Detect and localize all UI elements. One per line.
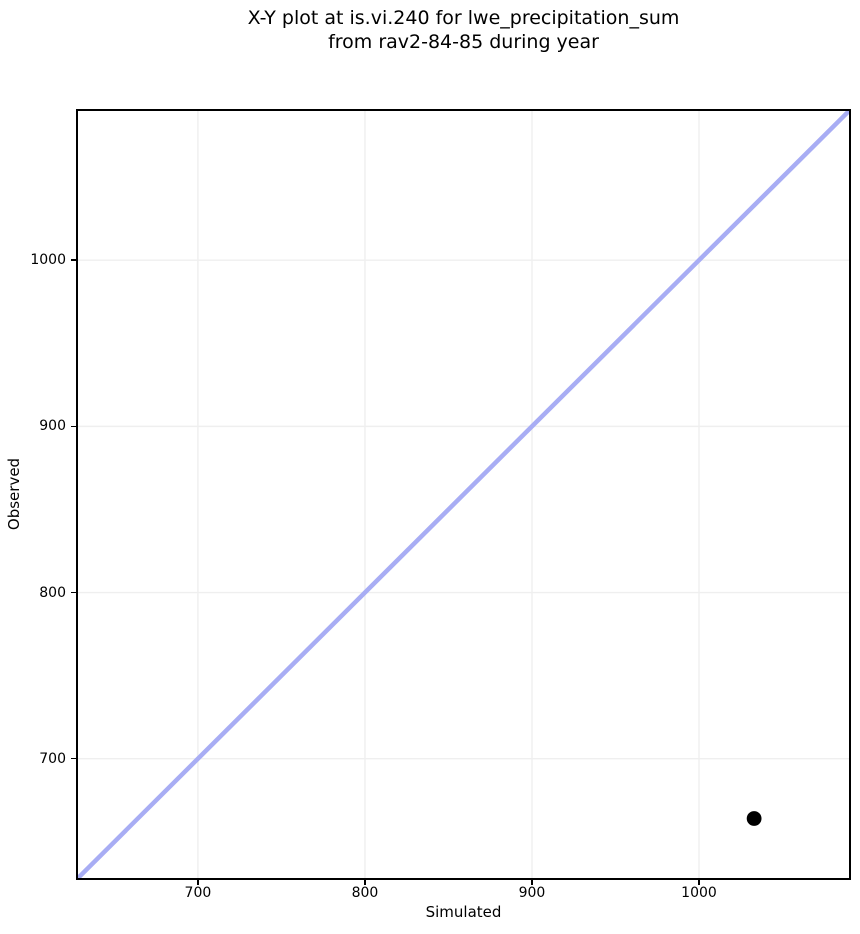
y-tick-label-800: 800 [39, 584, 66, 601]
x-tick-mark-1000 [698, 880, 700, 885]
y-tick-mark-900 [71, 425, 76, 428]
chart-title: X-Y plot at is.vi.240 for lwe_precipitat… [76, 6, 851, 54]
chart-title-line1: X-Y plot at is.vi.240 for lwe_precipitat… [247, 7, 680, 29]
y-tick-label-700: 700 [39, 750, 66, 767]
plot-canvas [76, 109, 851, 880]
x-axis-label: Simulated [425, 903, 502, 921]
y-tick-label-1000: 1000 [30, 252, 66, 269]
x-tick-mark-900 [531, 880, 533, 885]
data-point-0 [746, 811, 762, 826]
y-tick-mark-1000 [71, 259, 76, 261]
identity-line [76, 109, 851, 880]
plot-area [76, 109, 851, 880]
x-tick-label-900: 900 [518, 885, 546, 901]
x-tick-label-800: 800 [351, 885, 379, 901]
x-tick-label-700: 700 [184, 885, 212, 901]
y-tick-mark-800 [71, 591, 76, 594]
y-axis-label: Observed [5, 457, 23, 531]
chart-title-line2: from rav2-84-85 during year [328, 31, 599, 53]
x-tick-mark-800 [364, 880, 366, 885]
plot-frame [76, 109, 851, 880]
y-tick-mark-700 [71, 757, 76, 760]
y-tick-label-900: 900 [39, 418, 66, 435]
x-tick-label-1000: 1000 [681, 885, 717, 901]
x-tick-mark-700 [197, 880, 199, 885]
